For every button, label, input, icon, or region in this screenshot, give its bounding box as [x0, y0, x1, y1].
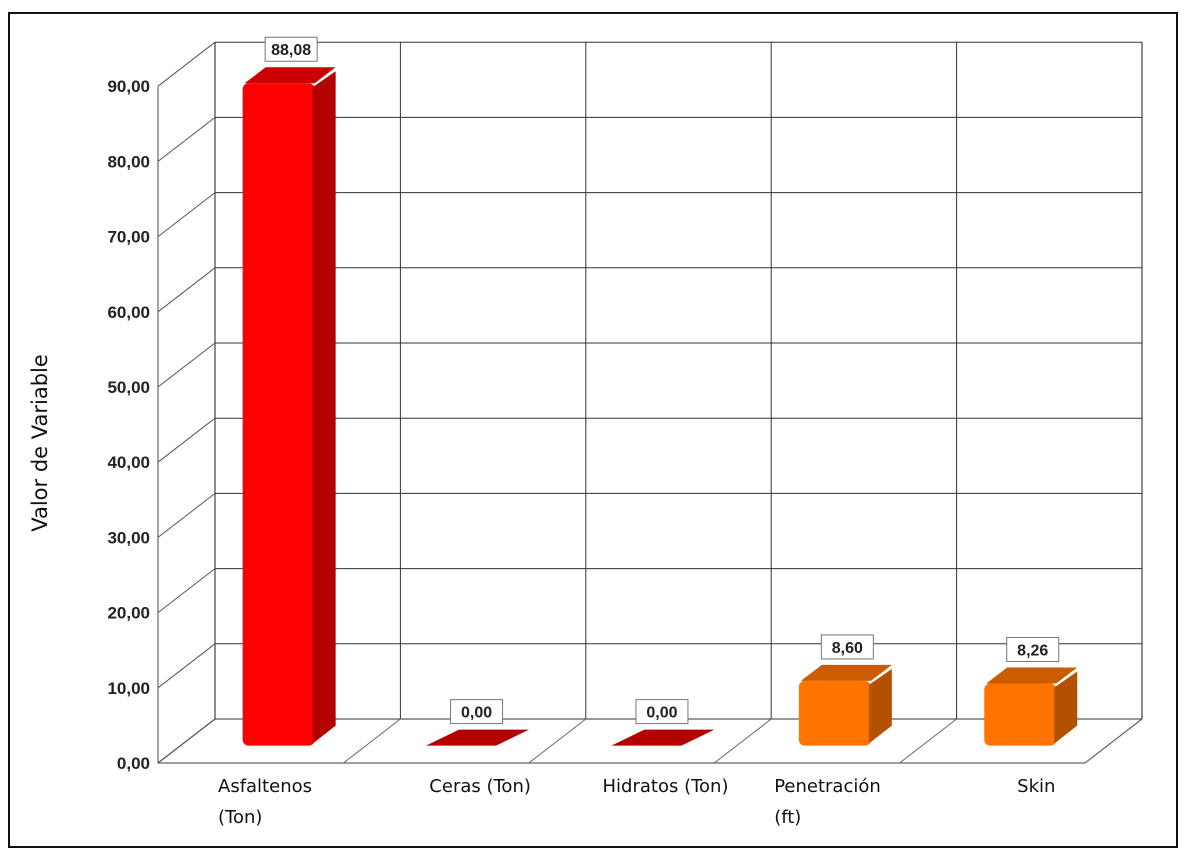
bar-flat-face	[611, 729, 715, 746]
bar-2	[426, 729, 530, 746]
side-wall-gridline	[157, 568, 216, 613]
y-tick-labels: 0,00 10,00 20,00 30,00 40,00 50,00 60,00 70,00 8…	[107, 77, 150, 773]
bar-4	[798, 664, 892, 746]
side-wall-gridline	[157, 267, 216, 313]
y-tick-label: 90,00	[107, 77, 150, 96]
x-category-label: (ft)	[774, 807, 801, 828]
data-label: 8,26	[1017, 642, 1048, 659]
floor-gridline	[343, 718, 401, 764]
bar-front-face	[242, 83, 315, 746]
side-wall-gridline	[157, 643, 216, 689]
side-wall-gridline	[157, 192, 216, 237]
data-label: 0,00	[646, 705, 677, 722]
data-label-box	[635, 699, 689, 725]
y-tick-label: 20,00	[107, 604, 150, 623]
bar-front-face	[798, 680, 871, 746]
data-label-box	[450, 699, 504, 725]
side-wall-gridline	[157, 718, 216, 764]
x-category-label: Asfaltenos	[218, 776, 312, 797]
data-label-box	[264, 36, 318, 62]
x-category-label: Hidratos (Ton)	[603, 776, 729, 797]
bar-side-face	[312, 71, 336, 744]
bar-3	[611, 729, 715, 746]
floor-gridline	[528, 718, 587, 764]
y-tick-label: 10,00	[107, 679, 150, 698]
bar-side-face	[1054, 671, 1078, 744]
side-wall-gridline	[157, 493, 216, 538]
side-wall-gridline	[157, 342, 216, 388]
y-axis-title: Valor de Variable	[28, 354, 52, 532]
bar-front-face	[984, 683, 1057, 746]
data-label: 0,00	[461, 705, 492, 722]
bar-flat-face	[426, 729, 530, 746]
data-label: 8,60	[832, 640, 863, 657]
bar-side-face	[868, 668, 892, 744]
x-category-label: Penetración	[774, 776, 881, 797]
chart-walls	[157, 42, 1143, 764]
y-tick-label: 0,00	[117, 754, 150, 773]
floor-gridline	[713, 718, 772, 764]
x-category-label: Ceras (Ton)	[429, 776, 531, 797]
data-labels: 88,08 0,00 0,00 8,60 8,26	[264, 36, 1060, 725]
bar-top-face	[244, 67, 336, 84]
side-wall-gridline	[157, 117, 216, 162]
floor-gridline	[899, 718, 957, 764]
bar-top-face	[986, 667, 1078, 684]
side-wall-gridline	[157, 41, 216, 87]
side-wall-gridline	[157, 417, 216, 463]
data-label: 88,08	[271, 42, 311, 59]
x-category-label: (Ton)	[218, 807, 262, 828]
y-tick-label: 50,00	[107, 378, 150, 397]
y-tick-label: 80,00	[107, 152, 150, 171]
chart-bars	[242, 67, 1078, 746]
bar-5	[984, 667, 1078, 746]
y-tick-label: 30,00	[107, 528, 150, 547]
data-label-box	[1006, 636, 1060, 662]
x-category-label: Skin	[1017, 776, 1055, 797]
bar-1	[242, 67, 336, 746]
y-tick-label: 60,00	[107, 303, 150, 322]
bar-top-face	[800, 664, 892, 681]
y-tick-label: 70,00	[107, 228, 150, 247]
floor-right-edge	[1084, 718, 1143, 764]
back-wall	[215, 42, 1142, 719]
y-tick-label: 40,00	[107, 453, 150, 472]
x-category-labels: Asfaltenos (Ton) Ceras (Ton) Hidratos (Ton)…	[218, 776, 1055, 828]
data-label-box	[820, 634, 874, 660]
